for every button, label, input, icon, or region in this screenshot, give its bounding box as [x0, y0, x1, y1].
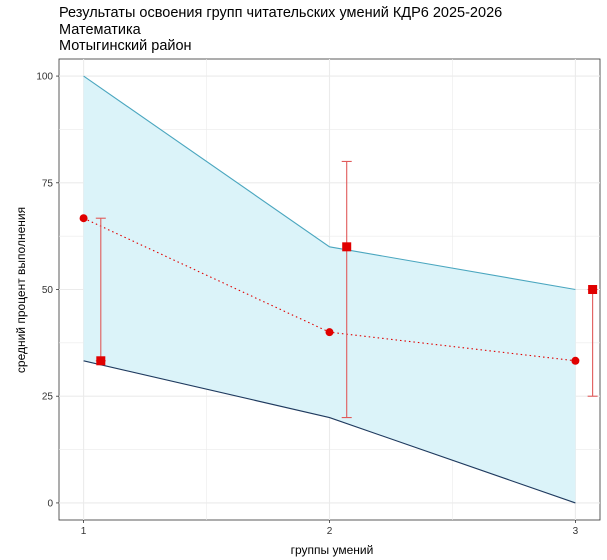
x-tick-label: 1 — [81, 526, 87, 537]
y-tick-label: 0 — [47, 498, 53, 509]
y-tick-label: 50 — [42, 285, 54, 296]
y-tick-label: 75 — [42, 178, 54, 189]
circle-point — [326, 328, 334, 336]
circle-point — [571, 357, 579, 365]
y-tick-label: 25 — [42, 392, 54, 403]
x-axis-title: группы умений — [291, 543, 374, 557]
circle-point — [80, 214, 88, 222]
square-point — [342, 242, 351, 251]
x-tick-label: 3 — [573, 526, 579, 537]
square-point — [588, 285, 597, 294]
y-tick-label: 100 — [36, 72, 53, 83]
x-tick-label: 2 — [327, 526, 333, 537]
square-point — [96, 356, 105, 365]
y-axis-title: средний процент выполнения — [14, 207, 28, 373]
